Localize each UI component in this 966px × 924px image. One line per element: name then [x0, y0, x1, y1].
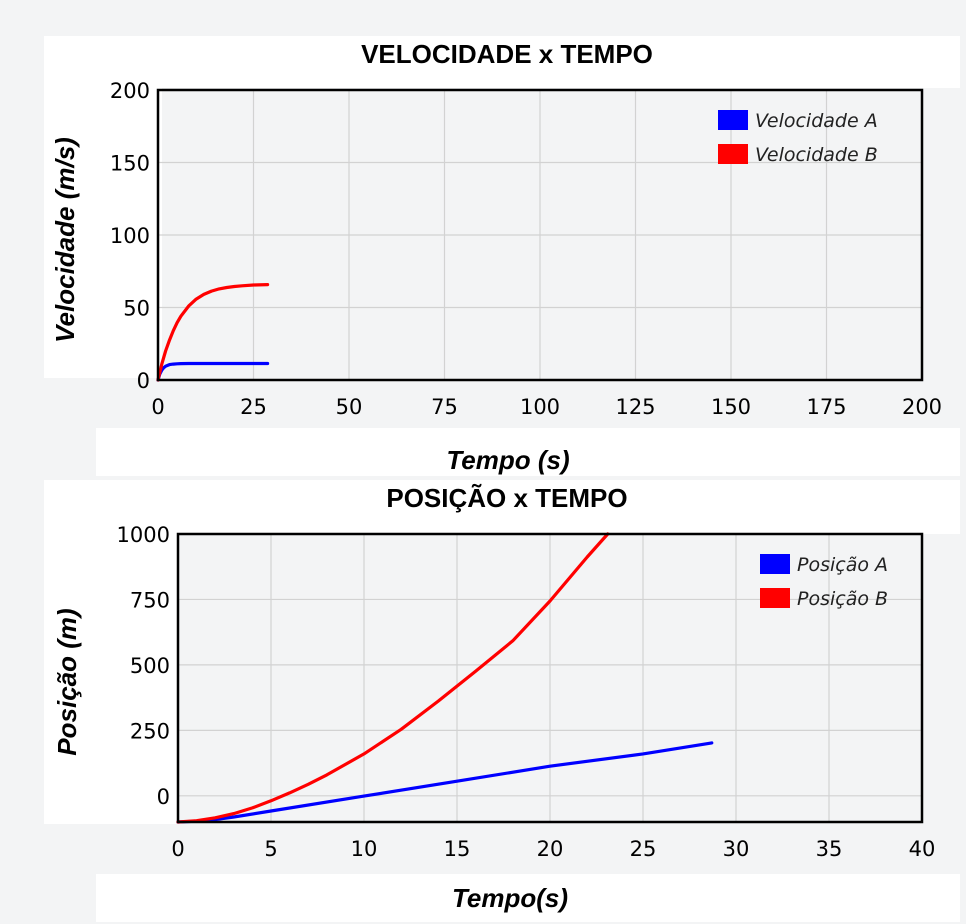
legend-label: Posição B [797, 588, 888, 610]
y-tick-label: 150 [110, 152, 150, 176]
y-tick-label: 50 [123, 297, 150, 321]
legend-swatch [760, 554, 790, 574]
x-tick-label: 175 [806, 395, 846, 419]
x-tick-label: 125 [615, 395, 655, 419]
x-tick-label: 50 [336, 395, 363, 419]
series-line-b [178, 534, 608, 822]
grid [158, 90, 922, 380]
y-tick-label: 0 [137, 369, 150, 393]
series-line-b [158, 285, 268, 380]
legend-label: Posição A [797, 554, 888, 576]
y-tick-label: 1000 [117, 523, 170, 547]
legend-label: Velocidade A [755, 110, 878, 132]
x-tick-label: 100 [520, 395, 560, 419]
x-tick-label: 200 [902, 395, 942, 419]
y-tick-label: 0 [157, 785, 170, 809]
legend-swatch [718, 144, 748, 164]
y-axis-label: Velocidade (m/s) [50, 137, 80, 343]
chart-title: POSIÇÃO x TEMPO [386, 483, 627, 513]
series-line-a [178, 743, 712, 822]
y-ticks: 0 250 500 750 1000 [117, 523, 170, 809]
x-tick-label: 40 [909, 837, 936, 861]
y-tick-label: 100 [110, 224, 150, 248]
grid [178, 534, 922, 822]
x-tick-label: 35 [816, 837, 843, 861]
x-ticks: 0 5 10 15 20 25 30 35 40 [171, 837, 935, 861]
x-tick-label: 20 [537, 837, 564, 861]
x-tick-label: 30 [723, 837, 750, 861]
legend-label: Velocidade B [755, 144, 878, 166]
y-ticks: 0 50 100 150 200 [110, 79, 150, 393]
x-tick-label: 150 [711, 395, 751, 419]
series-line-a [158, 364, 268, 381]
x-tick-label: 10 [351, 837, 378, 861]
y-tick-label: 200 [110, 79, 150, 103]
chart-posicao: POSIÇÃO x TEMPO 0 5 10 15 20 25 30 35 40 0 250 500… [52, 483, 935, 913]
x-tick-label: 25 [630, 837, 657, 861]
x-tick-label: 5 [264, 837, 277, 861]
y-tick-label: 500 [130, 654, 170, 678]
y-tick-label: 250 [130, 719, 170, 743]
series-lines [178, 534, 712, 822]
x-axis-label: Tempo(s) [452, 883, 568, 913]
x-tick-label: 15 [444, 837, 471, 861]
chart-velocidade: VELOCIDADE x TEMPO 0 25 50 75 100 125 150 175 20… [50, 39, 942, 475]
x-tick-label: 75 [431, 395, 458, 419]
legend-swatch [718, 110, 748, 130]
legend: Posição A Posição B [760, 554, 888, 610]
y-axis-label: Posição (m) [52, 608, 82, 755]
chart-title: VELOCIDADE x TEMPO [361, 39, 653, 69]
series-lines [158, 285, 268, 380]
x-tick-label: 0 [151, 395, 164, 419]
x-ticks: 0 25 50 75 100 125 150 175 200 [151, 395, 942, 419]
legend-swatch [760, 588, 790, 608]
x-tick-label: 25 [240, 395, 267, 419]
x-axis-label: Tempo (s) [446, 445, 569, 475]
x-tick-label: 0 [171, 837, 184, 861]
legend: Velocidade A Velocidade B [718, 110, 878, 166]
y-tick-label: 750 [130, 588, 170, 612]
